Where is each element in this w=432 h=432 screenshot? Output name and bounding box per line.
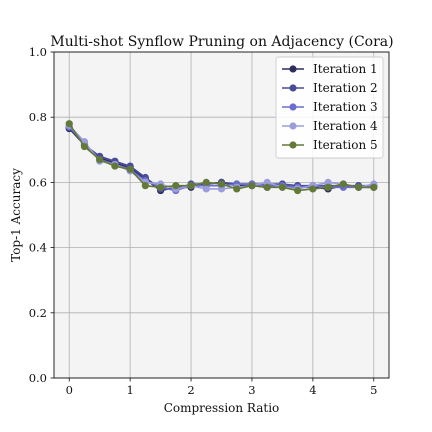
y-tick-label: 0.0 — [29, 371, 47, 385]
data-point — [187, 182, 195, 190]
data-point — [65, 120, 73, 128]
data-point — [354, 183, 363, 191]
data-point — [156, 183, 165, 191]
legend-swatch-marker — [289, 141, 297, 149]
legend-label: Iteration 5 — [313, 138, 378, 152]
data-point — [202, 178, 210, 186]
y-tick-label: 0.8 — [29, 110, 47, 124]
data-point — [263, 183, 271, 191]
legend-swatch-marker — [289, 122, 297, 130]
y-tick-label: 0.2 — [29, 306, 47, 320]
x-tick-label: 0 — [66, 383, 73, 397]
data-point — [111, 162, 119, 170]
data-point — [172, 182, 180, 190]
x-tick-label: 3 — [248, 383, 255, 397]
data-point — [80, 142, 89, 151]
x-tick-label: 1 — [126, 383, 133, 397]
x-tick-label: 5 — [370, 383, 377, 397]
legend-label: Iteration 3 — [313, 100, 378, 114]
y-tick-label: 0.6 — [29, 175, 47, 189]
x-axis-label: Compression Ratio — [164, 401, 280, 415]
legend-item: Iteration 5 — [282, 138, 378, 152]
legend-label: Iteration 1 — [313, 62, 378, 76]
x-axis: 0 1 2 3 4 5 — [66, 378, 377, 397]
data-point — [141, 182, 149, 190]
data-point — [278, 183, 287, 191]
legend-item: Iteration 1 — [282, 62, 378, 76]
data-point — [370, 183, 378, 191]
legend-swatch-marker — [289, 103, 297, 111]
data-point — [217, 180, 226, 188]
y-tick-label: 1.0 — [29, 45, 47, 59]
plot-frame — [53, 51, 390, 379]
data-point — [324, 183, 332, 191]
data-point — [294, 186, 302, 195]
y-tick-label: 0.4 — [29, 241, 47, 255]
legend-swatch-marker — [289, 65, 297, 73]
legend-box — [275, 56, 384, 159]
data-point — [339, 180, 347, 188]
x-tick-label: 2 — [187, 383, 194, 397]
series-layer — [65, 120, 378, 195]
legend-label: Iteration 4 — [313, 119, 378, 133]
data-point — [248, 182, 256, 190]
series-5 — [65, 120, 378, 195]
data-point — [96, 155, 104, 164]
y-axis: 0.0 0.2 0.4 0.6 0.8 1.0 — [29, 45, 54, 385]
legend-item: Iteration 4 — [282, 119, 378, 133]
chart-title: Multi-shot Synflow Pruning on Adjacency … — [50, 34, 393, 50]
y-axis-label: Top-1 Accuracy — [9, 168, 23, 262]
x-tick-label: 4 — [309, 383, 316, 397]
legend-swatch-marker — [289, 84, 297, 92]
data-point — [233, 185, 241, 193]
legend-item: Iteration 3 — [282, 100, 378, 114]
legend: Iteration 1 Iteration 2 Iteration 3 Iterati… — [275, 56, 384, 159]
data-point — [126, 165, 134, 173]
data-point — [309, 185, 317, 193]
legend-label: Iteration 2 — [313, 81, 378, 95]
data-point — [202, 185, 210, 193]
legend-item: Iteration 2 — [282, 81, 378, 95]
